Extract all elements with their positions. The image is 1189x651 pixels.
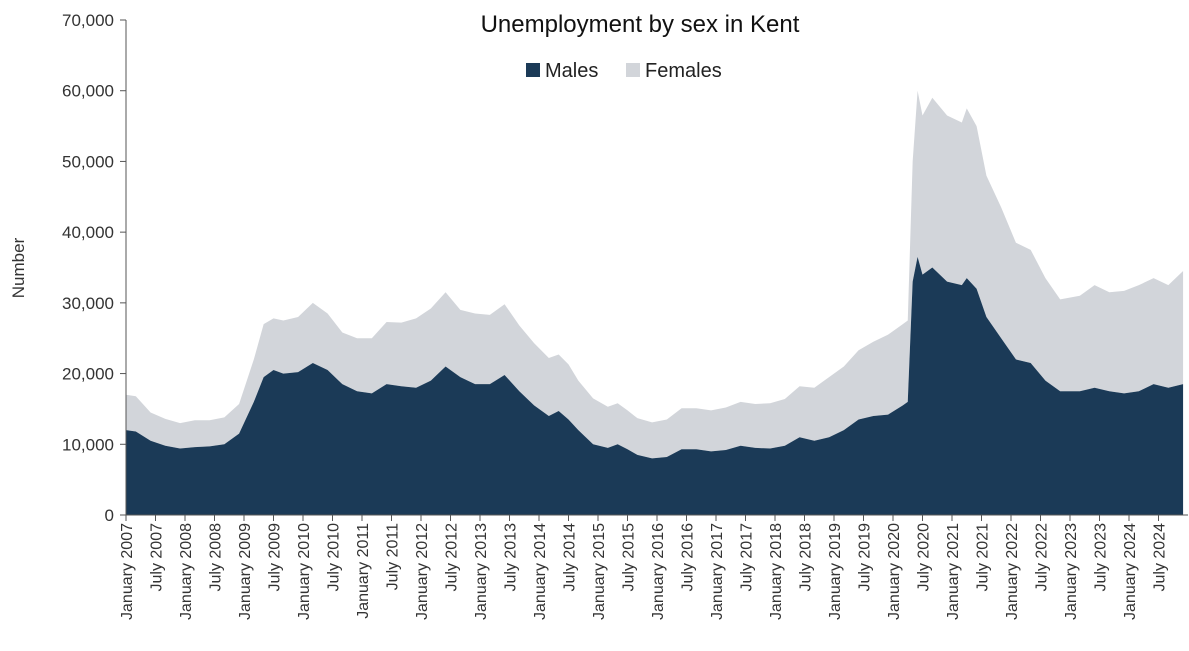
x-tick-label: July 2011	[385, 523, 402, 590]
x-tick-label: July 2012	[444, 523, 461, 592]
plot-areas	[126, 90, 1184, 515]
x-tick-label: January 2021	[945, 523, 962, 620]
x-tick-label: July 2014	[562, 523, 579, 592]
x-tick-label: July 2018	[798, 523, 815, 592]
x-tick-label: January 2013	[473, 523, 490, 620]
x-tick-label: January 2012	[414, 523, 431, 620]
x-tick-label: July 2017	[739, 523, 756, 592]
x-tick-label: July 2021	[975, 523, 992, 592]
x-tick-label: January 2015	[591, 523, 608, 620]
x-tick-label: July 2020	[916, 523, 933, 592]
y-tick-label: 70,000	[62, 11, 114, 30]
legend-swatch-females	[626, 63, 640, 77]
y-tick-label: 20,000	[62, 365, 114, 384]
x-tick-label: July 2016	[680, 523, 697, 592]
x-tick-label: January 2024	[1122, 523, 1139, 620]
x-tick-label: July 2013	[503, 523, 520, 592]
x-tick-label: July 2010	[326, 523, 343, 592]
y-tick-label: 50,000	[62, 152, 114, 171]
x-tick-label: January 2008	[178, 523, 195, 620]
y-tick-label: 60,000	[62, 82, 114, 101]
axes: 0 10,000 20,000 30,000 40,000 50,000 60,000 70,…	[62, 11, 1188, 620]
y-tick-label: 10,000	[62, 435, 114, 454]
x-tick-label: January 2016	[650, 523, 667, 620]
chart-title: Unemployment by sex in Kent	[481, 11, 800, 38]
x-tick-label: January 2019	[827, 523, 844, 620]
y-tick-label: 0	[105, 506, 114, 525]
y-tick-label: 30,000	[62, 294, 114, 313]
x-tick-label: July 2015	[621, 523, 638, 592]
x-tick-label: July 2007	[149, 523, 166, 592]
y-axis-label: Number	[9, 237, 28, 298]
x-tick-label: January 2011	[355, 523, 372, 619]
y-tick-label: 40,000	[62, 223, 114, 242]
x-tick-label: January 2009	[237, 523, 254, 620]
x-tick-label: January 2014	[532, 523, 549, 620]
legend: Males Females	[526, 60, 722, 82]
x-tick-label: July 2023	[1093, 523, 1110, 592]
x-tick-label: January 2023	[1063, 523, 1080, 620]
legend-label-males: Males	[545, 60, 598, 82]
x-tick-label: July 2019	[857, 523, 874, 592]
x-tick-label: January 2007	[119, 523, 136, 620]
x-tick-label: July 2024	[1152, 523, 1169, 592]
legend-label-females: Females	[645, 60, 722, 82]
x-tick-label: January 2010	[296, 523, 313, 620]
x-tick-label: July 2009	[267, 523, 284, 592]
x-tick-label: July 2022	[1034, 523, 1051, 592]
x-tick-label: January 2022	[1004, 523, 1021, 620]
x-tick-label: January 2018	[768, 523, 785, 620]
x-tick-label: July 2008	[208, 523, 225, 592]
x-tick-label: January 2017	[709, 523, 726, 620]
area-males	[126, 256, 1184, 515]
x-tick-label: January 2020	[886, 523, 903, 620]
area-females	[126, 90, 1184, 459]
legend-swatch-males	[526, 63, 540, 77]
